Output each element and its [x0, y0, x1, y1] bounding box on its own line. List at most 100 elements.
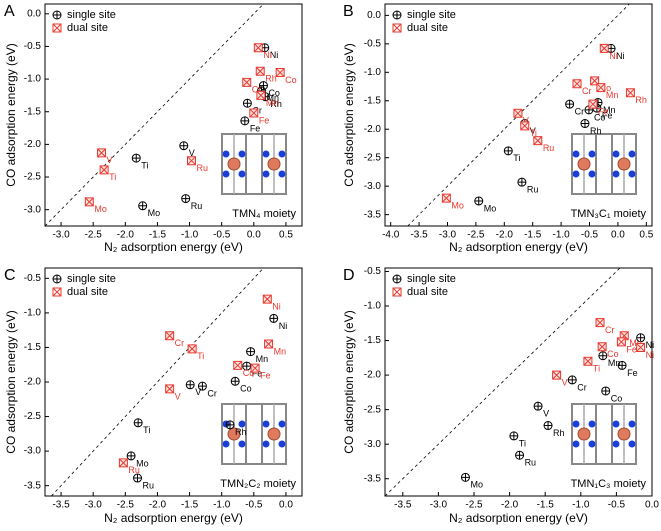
inset-atom-n	[262, 150, 270, 158]
data-point	[543, 421, 553, 431]
x-tick-label: -3.0	[439, 230, 457, 241]
point-label: Cr	[605, 325, 615, 335]
data-point	[264, 339, 274, 349]
data-point	[250, 363, 260, 373]
point-label: Mo	[451, 200, 464, 210]
data-point	[625, 88, 635, 98]
data-point	[580, 119, 590, 129]
parity-line	[51, 268, 264, 496]
y-tick-label: -1.5	[24, 342, 42, 353]
data-point	[552, 370, 562, 380]
point-label: Ru	[128, 465, 140, 475]
y-tick-label: -1.0	[364, 67, 382, 78]
point-label: Mn	[274, 346, 287, 356]
legend-label: single site	[67, 273, 116, 285]
data-point	[99, 165, 109, 175]
data-point	[240, 116, 250, 126]
data-point	[197, 381, 207, 391]
legend-label: dual site	[67, 22, 108, 34]
y-tick-label: -2.5	[364, 404, 382, 415]
point-label: Ti	[513, 153, 520, 163]
point-label: Fe	[260, 371, 271, 381]
legend-label: dual site	[407, 286, 448, 298]
y-tick-label: -3.0	[24, 204, 42, 215]
data-point	[565, 99, 575, 109]
data-point	[636, 333, 646, 343]
x-tick-label: -2.5	[467, 230, 485, 241]
x-tick-label: -1.5	[149, 230, 167, 241]
parity-line	[385, 268, 621, 496]
x-tick-label: 0.0	[645, 500, 659, 511]
x-tick-label: -2.5	[85, 230, 103, 241]
legend-marker	[52, 287, 62, 297]
inset-atom-metal	[617, 427, 631, 441]
x-tick-label: -4.0	[382, 230, 400, 241]
inset-atom-n	[262, 170, 270, 178]
x-tick-label: -2.0	[149, 500, 167, 511]
data-point	[179, 141, 189, 151]
point-label: Cr	[575, 107, 585, 117]
inset-atom-n	[278, 440, 286, 448]
point-label: Ru	[525, 458, 537, 468]
data-point	[597, 342, 607, 352]
point-label: Cr	[252, 85, 262, 95]
y-tick-label: -2.0	[24, 139, 42, 150]
inset-atom-n	[588, 420, 596, 428]
point-label: Ni	[270, 50, 279, 60]
plot-frame	[384, 3, 653, 227]
point-label: Ti	[197, 351, 204, 361]
point-label: Co	[243, 368, 255, 378]
x-tick-label: -1.5	[524, 230, 542, 241]
x-tick-label: -3.0	[52, 230, 70, 241]
x-tick-label: -3.5	[410, 230, 428, 241]
x-tick-label: -2.0	[501, 500, 519, 511]
data-point	[636, 342, 646, 352]
inset-atom-metal	[267, 157, 281, 171]
inset-atom-metal	[267, 427, 281, 441]
data-point	[520, 121, 530, 131]
x-tick-label: -1.5	[181, 500, 199, 511]
inset-atom-n	[222, 150, 230, 158]
y-tick-label: 0.0	[27, 8, 41, 19]
point-label: Ti	[141, 160, 148, 170]
y-tick-label: -0.5	[364, 38, 382, 49]
data-point	[133, 418, 143, 428]
inset-atom-metal	[577, 157, 591, 171]
data-point	[186, 156, 196, 166]
data-point	[599, 43, 609, 53]
point-label: Mo	[484, 203, 497, 213]
data-point	[598, 351, 608, 361]
point-label: Co	[611, 393, 623, 403]
data-point	[242, 98, 252, 108]
data-point	[126, 451, 136, 461]
point-label: Mo	[94, 204, 107, 214]
point-label: Fe	[598, 107, 609, 117]
y-axis-title: CO adsorption energy (eV)	[4, 43, 18, 186]
data-point	[230, 376, 240, 386]
point-label: Rh	[235, 427, 247, 437]
point-label: V	[195, 387, 201, 397]
data-point	[187, 344, 197, 354]
x-tick-label: -1.0	[552, 230, 570, 241]
y-tick-label: -2.5	[364, 152, 382, 163]
data-point	[595, 318, 605, 328]
data-point	[583, 356, 593, 366]
inset-atom-n	[612, 150, 620, 158]
panel-label: A	[4, 3, 15, 20]
y-tick-label: -3.0	[364, 181, 382, 192]
legend-marker	[392, 287, 402, 297]
point-label: Co	[607, 349, 619, 359]
data-point	[572, 79, 582, 89]
x-tick-label: 0.5	[639, 230, 653, 241]
x-tick-label: -0.5	[581, 230, 599, 241]
data-point	[515, 450, 525, 460]
y-tick-label: -0.5	[24, 41, 42, 52]
point-label: Ti	[109, 172, 116, 182]
point-label: Fe	[259, 115, 270, 125]
data-point	[601, 386, 611, 396]
x-axis-title: N₂ adsorption energy (eV)	[449, 511, 588, 525]
point-label: Rh	[553, 428, 565, 438]
data-point	[165, 384, 175, 394]
y-tick-label: -0.5	[24, 273, 42, 284]
inset-atom-n	[628, 170, 636, 178]
